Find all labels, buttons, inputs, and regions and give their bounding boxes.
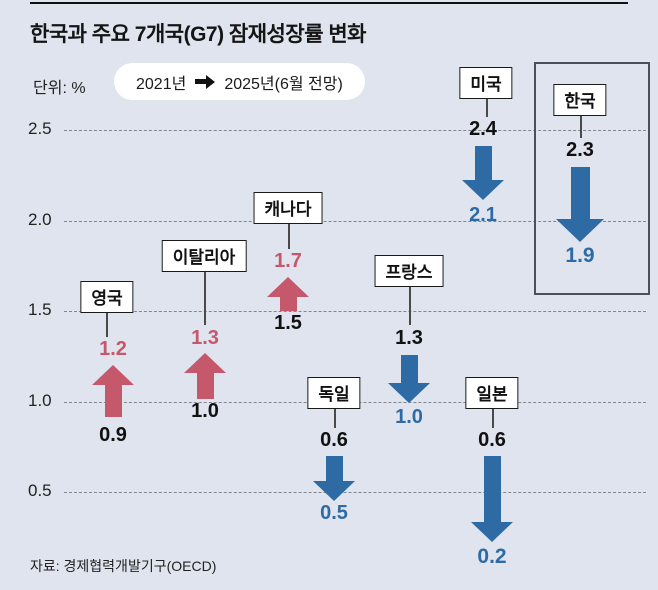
value-2025: 1.0: [395, 406, 423, 428]
value-2021: 1.0: [191, 400, 219, 422]
y-axis-tick: 1.0: [28, 391, 52, 410]
up-arrow-icon: [267, 277, 309, 311]
value-2021: 2.3: [566, 139, 594, 161]
value-2021: 0.6: [320, 429, 348, 451]
label-leader-line: [492, 405, 494, 428]
legend-period-pill: 2021년 2025년(6월 전망): [114, 63, 365, 100]
down-arrow-icon: [556, 167, 604, 242]
value-2025: 1.2: [99, 338, 127, 360]
gridline-2-0: [64, 221, 646, 222]
country-label-usa: 미국: [459, 67, 513, 99]
label-leader-line: [486, 96, 488, 117]
value-2021: 1.5: [274, 312, 302, 334]
value-2025: 1.9: [565, 244, 595, 267]
value-2025: 1.3: [191, 327, 219, 349]
label-leader-line: [204, 268, 206, 325]
label-leader-line: [334, 405, 336, 428]
down-arrow-icon: [313, 456, 355, 501]
y-axis-tick: 0.5: [28, 481, 52, 500]
up-arrow-icon: [184, 353, 226, 399]
korea-highlight-box: [534, 62, 650, 295]
country-label-canada: 캐나다: [253, 192, 323, 224]
unit-label: 단위: %: [33, 80, 86, 97]
label-leader-line: [409, 283, 411, 325]
country-label-japan: 일본: [465, 377, 519, 409]
top-rule: [30, 2, 628, 4]
y-axis-tick: 2.0: [28, 210, 52, 229]
y-axis-tick: 1.5: [28, 300, 52, 319]
country-label-france: 프랑스: [374, 255, 444, 287]
label-leader-line: [288, 220, 290, 249]
gridline-1-5: [64, 311, 646, 312]
value-2025: 2.1: [469, 204, 497, 226]
value-2021: 1.3: [395, 327, 423, 349]
down-arrow-icon: [388, 355, 430, 403]
page-title: 한국과 주요 7개국(G7) 잠재성장률 변화: [30, 23, 367, 46]
country-label-uk: 영국: [80, 281, 134, 313]
legend-to-year: 2025년(6월 전망): [224, 75, 343, 93]
value-2025: 0.2: [477, 545, 507, 568]
country-label-germany: 독일: [307, 377, 361, 409]
gridline-0-5: [64, 492, 646, 493]
value-2025: 1.7: [274, 250, 302, 272]
gridline-2-5: [64, 130, 646, 131]
value-2021: 0.6: [478, 429, 506, 451]
label-leader-line: [106, 309, 108, 337]
country-label-italy: 이탈리아: [161, 240, 247, 272]
up-arrow-icon: [92, 365, 134, 417]
down-arrow-icon: [471, 456, 513, 542]
y-axis-tick: 2.5: [28, 119, 52, 138]
value-2025: 0.5: [320, 502, 348, 524]
label-leader-line: [580, 113, 582, 138]
source-credit: 자료: 경제협력개발기구(OECD): [30, 558, 217, 574]
value-2021: 2.4: [469, 118, 497, 140]
down-arrow-icon: [462, 146, 504, 200]
right-arrow-icon: [195, 74, 216, 89]
value-2021: 0.9: [99, 424, 127, 446]
legend-from-year: 2021년: [136, 75, 187, 93]
country-label-korea: 한국: [553, 84, 607, 116]
